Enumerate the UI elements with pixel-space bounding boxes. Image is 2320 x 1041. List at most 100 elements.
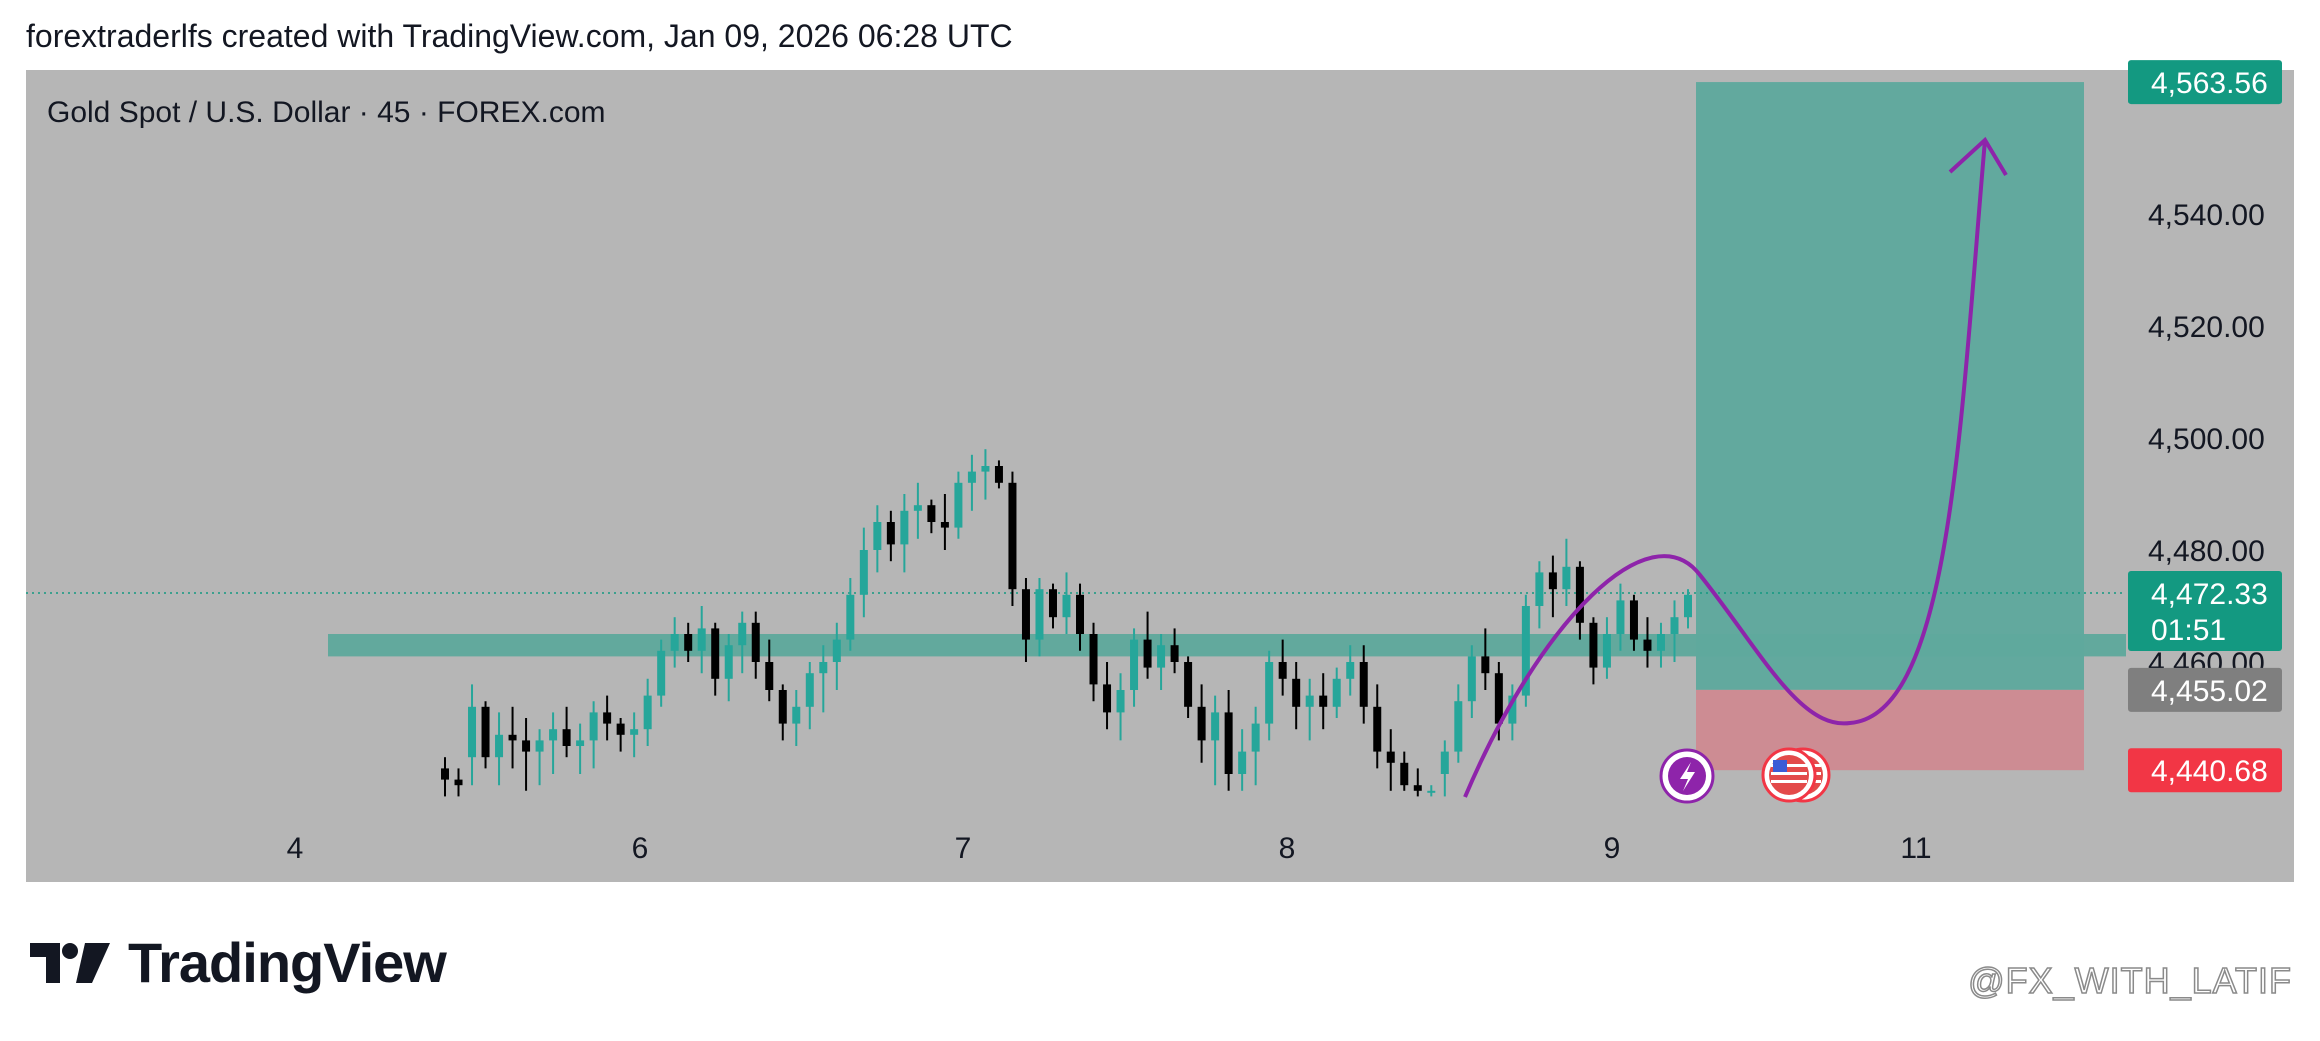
candle-body (1616, 600, 1625, 634)
candle-body (1602, 634, 1611, 668)
candle-body (927, 505, 936, 522)
candle-body (792, 706, 801, 724)
candle-body (1629, 600, 1638, 640)
tradingview-logo[interactable]: TradingView (30, 930, 447, 995)
price-tick-label: 4,500.00 (2148, 423, 2265, 456)
candle-body (954, 482, 963, 528)
candle-body (684, 634, 693, 651)
candle-body (1076, 594, 1085, 634)
candle-body (819, 662, 828, 674)
candle-body (562, 729, 571, 746)
candle-body (630, 729, 639, 735)
candle-body (1440, 751, 1449, 774)
candle-body (522, 740, 531, 752)
candle-body (495, 734, 504, 758)
price-tick-label: 4,540.00 (2148, 199, 2265, 232)
candle-body (1265, 662, 1274, 724)
time-axis[interactable]: 4 6 7 8 9 11 (287, 832, 1932, 865)
candle-body (940, 522, 949, 528)
candle-body (1521, 606, 1530, 696)
candle-body (1251, 723, 1260, 752)
candles (441, 449, 1692, 797)
candle-body (1643, 639, 1652, 651)
candle-body (603, 712, 612, 724)
candle-body (643, 695, 652, 730)
candle-body (751, 622, 760, 662)
candle-body (1157, 645, 1166, 668)
support-zone[interactable] (328, 634, 2126, 657)
candle-body (1211, 712, 1220, 741)
candle-body (1494, 673, 1503, 724)
time-tick-label: 6 (632, 832, 649, 865)
price-tick-label: 4,520.00 (2148, 311, 2265, 344)
candle-body (778, 690, 787, 724)
candle-body (1292, 678, 1301, 707)
candle-body (805, 673, 814, 707)
candle-body (657, 650, 666, 696)
candle-body (738, 622, 747, 646)
projection-curve[interactable] (1463, 139, 1987, 798)
candle-body (1143, 639, 1152, 668)
candle-body (1103, 684, 1112, 713)
candle-body (1305, 695, 1314, 707)
price-tag-label: 4,440.68 (2151, 755, 2268, 788)
candle-body (1373, 706, 1382, 752)
candle-body (441, 768, 449, 780)
tradingview-brand: TradingView (128, 931, 447, 994)
candle-body (1021, 589, 1030, 640)
price-tag-label: 4,472.33 (2151, 578, 2268, 611)
candle-body (535, 740, 544, 752)
us-news-event-icon[interactable] (1761, 747, 1831, 803)
candle-body (1224, 712, 1233, 774)
candle-body (711, 628, 720, 679)
tradingview-logo-icon (30, 942, 110, 983)
candle-body (1400, 762, 1409, 786)
candle-body (616, 723, 625, 735)
candle-body (967, 471, 976, 483)
price-axis[interactable]: 4,540.004,520.004,500.004,480.004,460.00… (2128, 60, 2282, 793)
candle-body (1481, 656, 1490, 674)
candle-body (1535, 572, 1544, 606)
time-tick-label: 11 (1900, 832, 1931, 865)
candle-body (1575, 566, 1584, 623)
candle-body (900, 510, 909, 545)
price-tag-entry[interactable]: 4,455.02 (2128, 667, 2282, 712)
candle-body (981, 466, 990, 472)
candle-body (1184, 662, 1193, 707)
candle-body (765, 662, 774, 690)
candle-body (1346, 662, 1355, 679)
price-tag-label: 4,455.02 (2151, 675, 2268, 708)
candle-body (1508, 695, 1517, 724)
candle-body (1197, 706, 1206, 741)
candle-body (1008, 482, 1017, 590)
candle-body (1116, 690, 1125, 713)
candle-body (1035, 589, 1044, 640)
candle-body (1332, 678, 1341, 707)
time-tick-label: 7 (955, 832, 972, 865)
candle-body (1386, 751, 1395, 763)
candle-body (1130, 639, 1139, 690)
candle-body (1670, 617, 1679, 634)
time-tick-label: 4 (287, 832, 304, 865)
candle-body (1548, 572, 1557, 590)
candle-body (1278, 662, 1287, 679)
projection-arrowhead (1948, 136, 2008, 177)
price-tag-target[interactable]: 4,563.56 (2128, 60, 2282, 105)
countdown-label: 01:51 (2151, 614, 2226, 647)
target-zone[interactable] (1696, 82, 2084, 690)
candle-body (1238, 751, 1247, 774)
candle-body (1684, 594, 1692, 618)
price-tag-stop[interactable]: 4,440.68 (2128, 748, 2282, 793)
candle-body (1427, 790, 1436, 793)
candle-body (913, 505, 922, 511)
candle-body (846, 594, 855, 640)
candle-body (859, 550, 868, 595)
time-tick-label: 9 (1604, 832, 1621, 865)
candle-body (1413, 785, 1422, 791)
lightning-event-icon[interactable] (1659, 748, 1715, 804)
price-tick-label: 4,480.00 (2148, 535, 2265, 568)
candle-body (1062, 594, 1071, 618)
candle-body (832, 639, 841, 662)
